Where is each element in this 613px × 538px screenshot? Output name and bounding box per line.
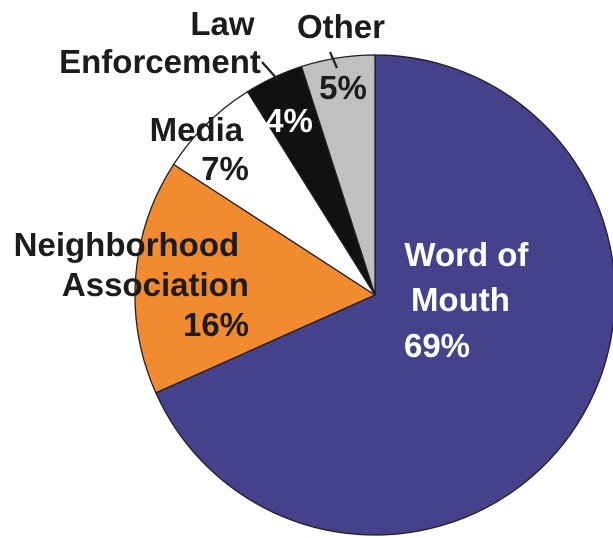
pie-slice-neighborhood-association (134, 163, 377, 394)
slice-label-media: Media 7% (150, 111, 253, 187)
slice-label-law-enforcement: Law Enforcement (59, 5, 264, 80)
slice-label-neighborhood-association: Neighborhood Association 16% (14, 226, 258, 343)
leader-lines (261, 51, 339, 81)
leader-line-law-enforcement (261, 61, 279, 81)
slice-label-other: Other (297, 8, 385, 45)
pie-slice-word-of-mouth (154, 54, 613, 536)
pie-slice-media (172, 90, 376, 296)
pie-slice-other (300, 54, 376, 296)
slice-pct-other: 5% (319, 69, 367, 106)
leader-line-other (328, 51, 339, 69)
slice-labels: Word of Mouth 69% Neighborhood Associati… (14, 5, 538, 364)
slice-label-word-of-mouth: Word of Mouth 69% (404, 236, 538, 364)
slice-pct-law-enforcement: 4% (265, 102, 313, 139)
pie-slices (134, 54, 613, 536)
